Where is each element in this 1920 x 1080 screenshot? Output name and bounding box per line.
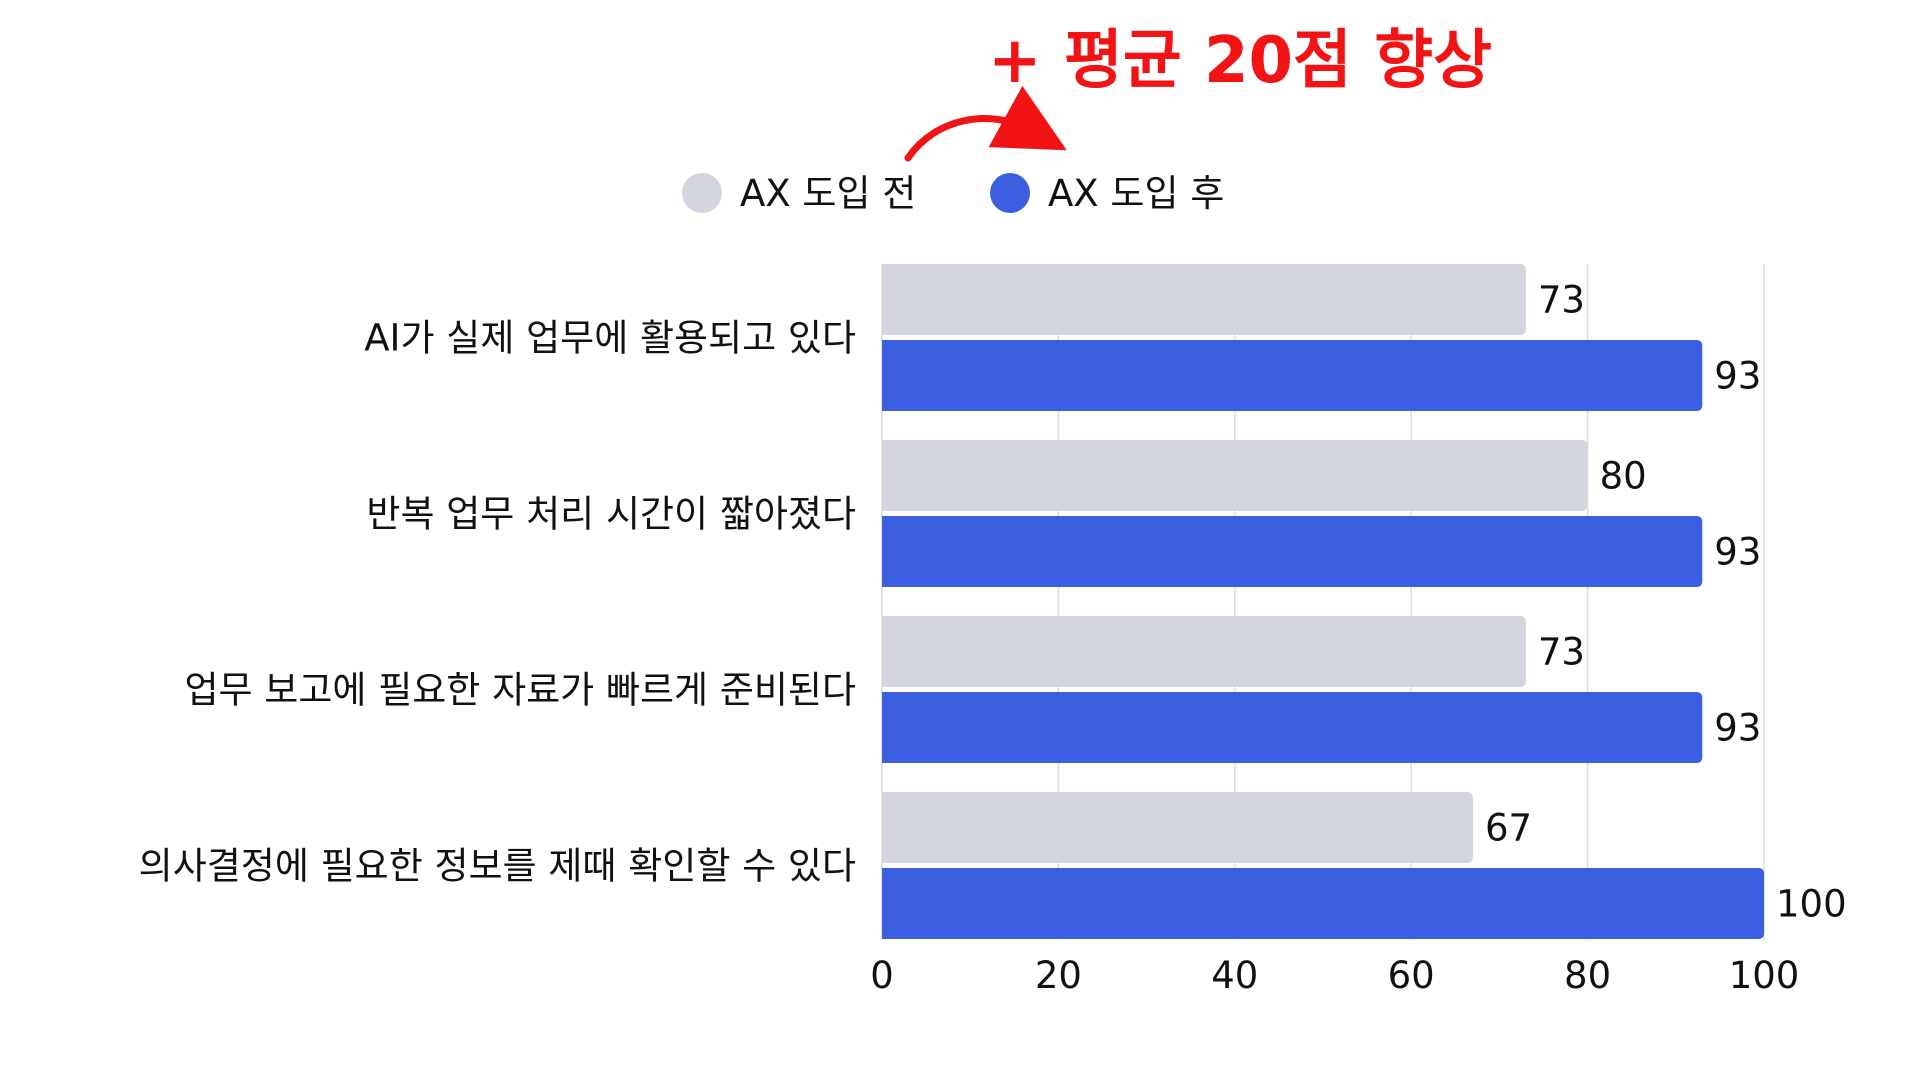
bar-before-4	[882, 792, 1473, 863]
improvement-annotation: + 평균 20점 향상	[988, 24, 1492, 98]
data-labels: 73 93 80 93 73 93 67 100	[1485, 279, 1847, 926]
bar-before-3	[882, 616, 1526, 687]
bar-after-1	[882, 340, 1703, 411]
data-label-before-1: 73	[1538, 279, 1585, 322]
x-tick-20: 20	[1035, 954, 1082, 997]
category-label-4: 의사결정에 필요한 정보를 제때 확인할 수 있다	[139, 845, 856, 888]
bar-before-2	[882, 440, 1588, 511]
improvement-arrow-icon	[904, 85, 1067, 162]
legend-swatch-after	[990, 173, 1030, 213]
data-label-after-4: 100	[1776, 883, 1847, 926]
x-axis-ticks: 0 20 40 60 80 100	[870, 954, 1799, 997]
bars	[882, 264, 1764, 939]
x-tick-100: 100	[1729, 954, 1800, 997]
category-label-1: AI가 실제 업무에 활용되고 있다	[364, 317, 856, 360]
data-label-before-2: 80	[1600, 455, 1647, 498]
data-label-before-4: 67	[1485, 807, 1532, 850]
bar-after-4	[882, 868, 1764, 939]
data-label-before-3: 73	[1538, 631, 1585, 674]
legend-label-after: AX 도입 후	[1048, 172, 1224, 215]
legend: AX 도입 전 AX 도입 후	[682, 172, 1224, 215]
x-tick-0: 0	[870, 954, 894, 997]
bar-after-2	[882, 516, 1703, 587]
category-label-2: 반복 업무 처리 시간이 짧아졌다	[366, 493, 856, 536]
category-label-3: 업무 보고에 필요한 자료가 빠르게 준비된다	[184, 669, 856, 712]
data-label-after-2: 93	[1714, 531, 1761, 574]
data-label-after-1: 93	[1714, 355, 1761, 398]
legend-label-before: AX 도입 전	[740, 172, 916, 215]
data-label-after-3: 93	[1714, 707, 1761, 750]
bar-after-3	[882, 692, 1703, 763]
x-tick-80: 80	[1564, 954, 1611, 997]
bar-before-1	[882, 264, 1526, 335]
x-tick-60: 60	[1388, 954, 1435, 997]
x-tick-40: 40	[1211, 954, 1258, 997]
legend-swatch-before	[682, 173, 722, 213]
